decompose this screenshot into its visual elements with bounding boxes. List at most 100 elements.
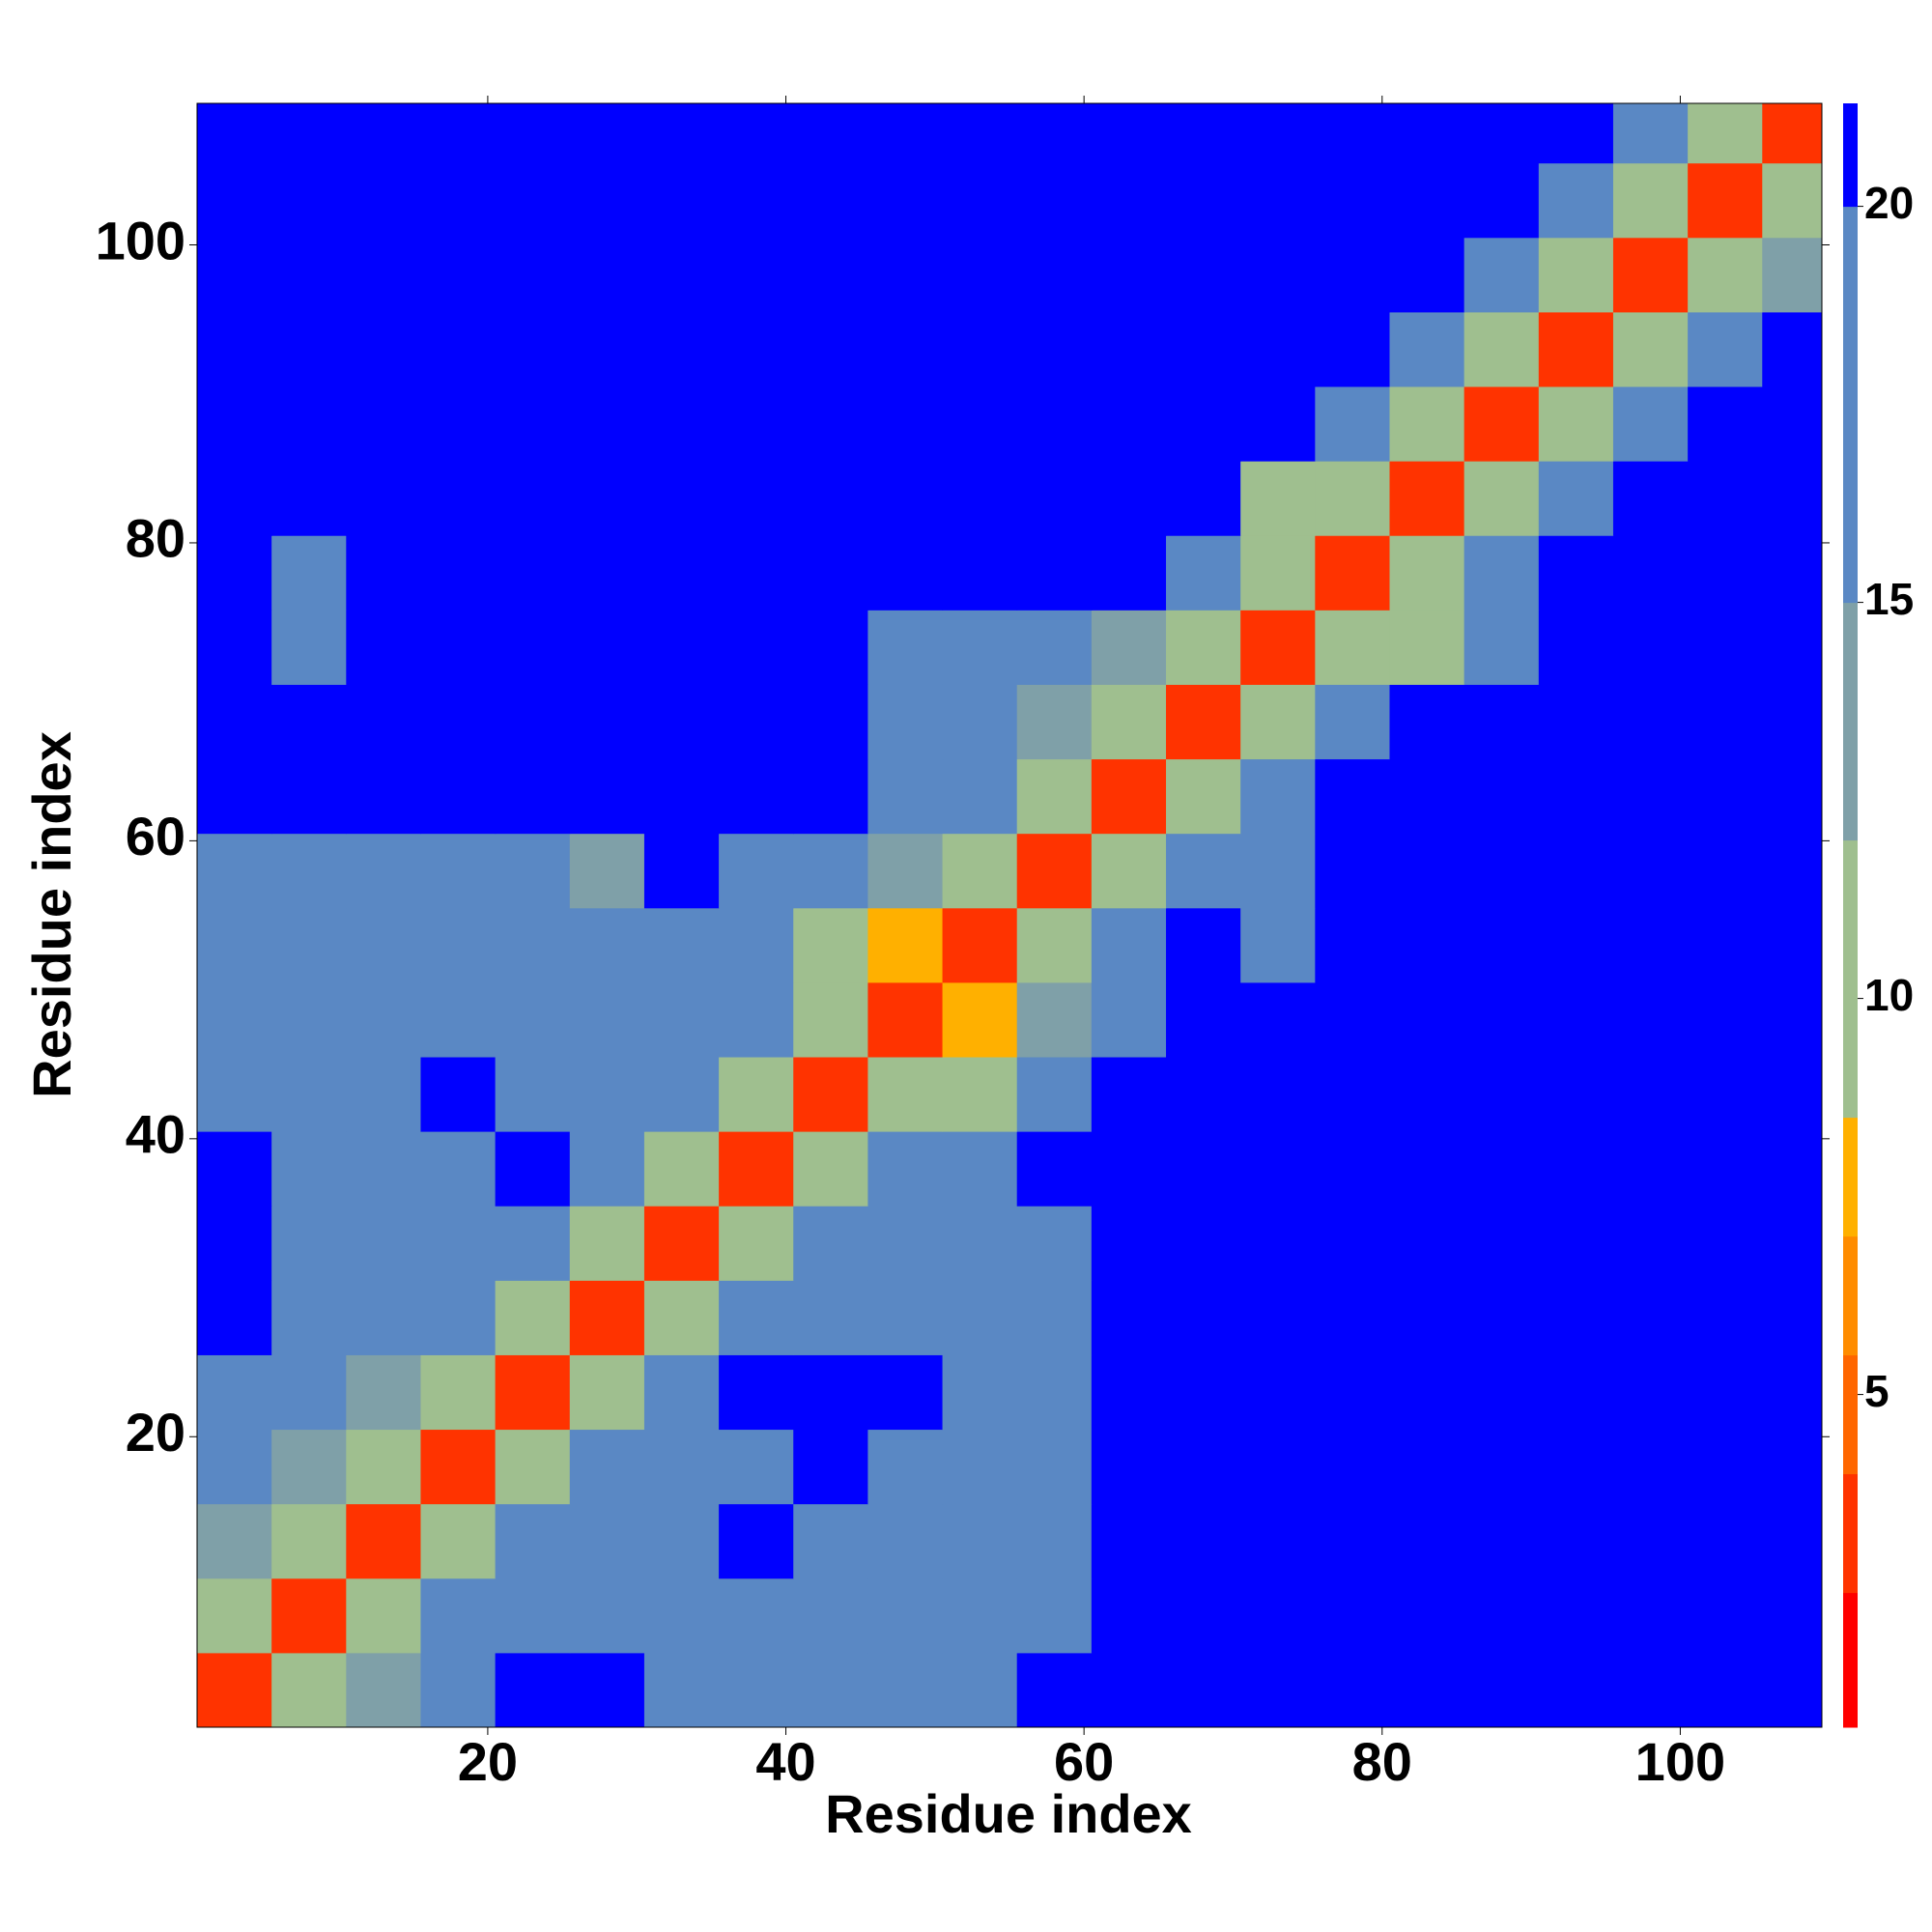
heatmap-cell xyxy=(495,684,571,760)
colorbar-segment xyxy=(1843,1236,1858,1356)
heatmap-cell xyxy=(569,1131,645,1207)
heatmap-cell xyxy=(1240,1577,1316,1654)
heatmap-cell xyxy=(793,1280,868,1355)
heatmap-cell xyxy=(1389,758,1465,835)
heatmap-cell xyxy=(1166,758,1241,835)
heatmap-cell xyxy=(1612,907,1689,983)
heatmap-cell xyxy=(271,535,347,611)
heatmap-cell xyxy=(569,535,645,611)
heatmap-cell xyxy=(793,833,868,909)
heatmap-cell xyxy=(346,684,421,760)
heatmap-cell xyxy=(719,1577,794,1654)
heatmap-cell xyxy=(197,1577,272,1654)
heatmap-cell xyxy=(1463,103,1540,164)
heatmap-cell xyxy=(1016,758,1093,835)
heatmap-cell xyxy=(1240,758,1316,835)
heatmap-cell xyxy=(1762,981,1823,1058)
heatmap-cell xyxy=(643,386,720,462)
heatmap-cell xyxy=(1538,386,1614,462)
heatmap-cell xyxy=(867,237,944,313)
heatmap-cell xyxy=(569,461,645,536)
heatmap-cell xyxy=(1389,610,1465,685)
heatmap-cell xyxy=(495,386,571,462)
heatmap-cell xyxy=(1091,1057,1167,1132)
heatmap-cell xyxy=(346,162,421,239)
heatmap-cell xyxy=(1389,981,1465,1058)
heatmap-cell xyxy=(197,1354,272,1431)
heatmap-cell xyxy=(1240,1503,1316,1579)
heatmap-cell xyxy=(569,162,645,239)
heatmap-cell xyxy=(197,1503,272,1579)
heatmap-cell xyxy=(1166,610,1241,685)
heatmap-cell xyxy=(1612,237,1689,313)
heatmap-cell xyxy=(495,1577,571,1654)
heatmap-cell xyxy=(1016,1280,1093,1355)
heatmap-cell xyxy=(1166,1577,1241,1654)
heatmap-cell xyxy=(1389,833,1465,909)
heatmap-cell xyxy=(346,1503,421,1579)
heatmap-cell xyxy=(1538,311,1614,387)
heatmap-cell xyxy=(1463,237,1540,313)
heatmap-cell xyxy=(1315,311,1390,387)
heatmap-cell xyxy=(1762,684,1823,760)
heatmap-cell xyxy=(1389,1652,1465,1728)
colorbar-tick-label: 20 xyxy=(1864,178,1914,228)
heatmap-cell xyxy=(1091,907,1167,983)
heatmap-cell xyxy=(271,386,347,462)
heatmap-cell xyxy=(1016,1652,1093,1728)
heatmap-cell xyxy=(1688,386,1763,462)
heatmap-cell xyxy=(1240,981,1316,1058)
heatmap-cell xyxy=(197,461,272,536)
heatmap-cell xyxy=(1240,610,1316,685)
heatmap-cell xyxy=(1315,1280,1390,1355)
heatmap-cell xyxy=(420,103,497,164)
heatmap-cell xyxy=(942,1652,1018,1728)
heatmap-cell xyxy=(1688,162,1763,239)
heatmap-cell xyxy=(271,1057,347,1132)
heatmap-cell xyxy=(1166,461,1241,536)
heatmap-cell xyxy=(197,1057,272,1132)
heatmap-cell xyxy=(867,1206,944,1281)
heatmap-cell xyxy=(1315,162,1390,239)
heatmap-cell xyxy=(1688,1206,1763,1281)
heatmap-cell xyxy=(1612,1503,1689,1579)
heatmap-cell xyxy=(1315,684,1390,760)
heatmap-cell xyxy=(1538,684,1614,760)
heatmap-cell xyxy=(1016,684,1093,760)
heatmap-cell xyxy=(1538,981,1614,1058)
heatmap-cell xyxy=(942,907,1018,983)
heatmap-cell xyxy=(1240,237,1316,313)
heatmap-cell xyxy=(1016,1131,1093,1207)
heatmap-cell xyxy=(719,237,794,313)
y-tick-label: 20 xyxy=(126,1402,185,1463)
heatmap-cell xyxy=(1315,610,1390,685)
y-tick-label: 80 xyxy=(126,508,185,569)
heatmap-cell xyxy=(942,1503,1018,1579)
heatmap-cell xyxy=(719,1057,794,1132)
heatmap-cell xyxy=(1091,535,1167,611)
heatmap-cell xyxy=(1762,907,1823,983)
heatmap-cell xyxy=(1538,1503,1614,1579)
heatmap-cell xyxy=(346,386,421,462)
heatmap-cell xyxy=(1389,684,1465,760)
heatmap-cell xyxy=(942,610,1018,685)
heatmap-cell xyxy=(346,461,421,536)
heatmap-cell xyxy=(1463,1131,1540,1207)
heatmap-cell xyxy=(346,103,421,164)
heatmap-cell xyxy=(719,907,794,983)
heatmap-cell xyxy=(420,162,497,239)
heatmap-cell xyxy=(1612,758,1689,835)
heatmap-cell xyxy=(1688,610,1763,685)
heatmap-cell xyxy=(1166,1354,1241,1431)
x-tick-label: 40 xyxy=(755,1731,815,1792)
heatmap-cell xyxy=(1688,1354,1763,1431)
heatmap-cell xyxy=(1538,1206,1614,1281)
heatmap-cell xyxy=(1016,103,1093,164)
heatmap-cell xyxy=(1688,981,1763,1058)
heatmap-cell xyxy=(643,1131,720,1207)
heatmap-cell xyxy=(1091,1503,1167,1579)
heatmap-cell xyxy=(197,103,272,164)
heatmap-cell xyxy=(420,758,497,835)
heatmap-cell xyxy=(1612,103,1689,164)
